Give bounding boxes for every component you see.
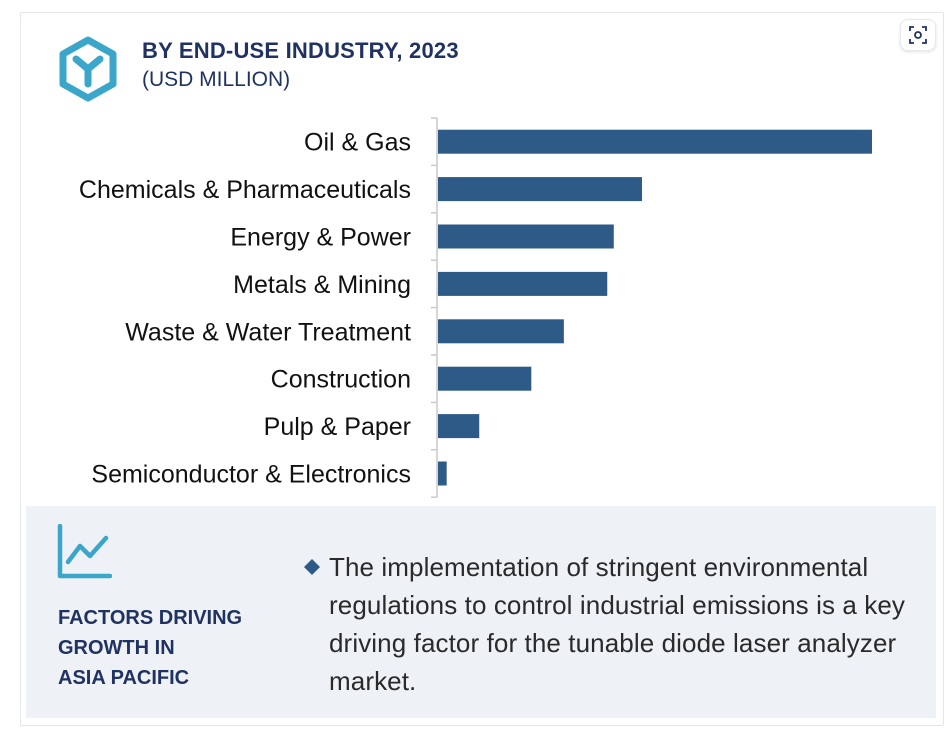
category-label-construction: Construction bbox=[271, 366, 411, 394]
category-label-waste-and-water-treatment: Waste & Water Treatment bbox=[125, 318, 411, 346]
factors-heading: FACTORS DRIVING GROWTH IN ASIA PACIFIC bbox=[58, 607, 243, 689]
chart-title: BY END-USE INDUSTRY, 2023 bbox=[142, 38, 459, 63]
focus-frame-icon bbox=[909, 26, 927, 44]
factors-description: The implementation of stringent environm… bbox=[329, 552, 906, 696]
bar-semiconductor-and-electronics bbox=[438, 461, 447, 486]
bar-chart: Oil & Gas Chemicals & Pharmaceuticals Ener… bbox=[79, 117, 872, 498]
category-label-pulp-and-paper: Pulp & Paper bbox=[264, 413, 411, 441]
chart-subtitle: (USD MILLION) bbox=[142, 68, 291, 91]
hexagon-y-logo-icon bbox=[59, 36, 117, 102]
bar-pulp-and-paper bbox=[438, 414, 480, 439]
bar-waste-and-water-treatment bbox=[438, 319, 564, 344]
bar-chemicals-and-pharmaceuticals bbox=[438, 177, 642, 202]
diamond-bullet-icon bbox=[304, 559, 320, 575]
category-label-semiconductor-and-electronics: Semiconductor & Electronics bbox=[91, 461, 411, 489]
bar-oil-and-gas bbox=[438, 129, 872, 154]
line-chart-icon bbox=[57, 524, 112, 579]
category-label-chemicals-and-pharmaceuticals: Chemicals & Pharmaceuticals bbox=[79, 176, 411, 204]
factors-panel bbox=[26, 506, 936, 718]
focus-button[interactable] bbox=[900, 19, 936, 51]
category-label-metals-and-mining: Metals & Mining bbox=[233, 271, 411, 299]
bar-metals-and-mining bbox=[438, 271, 608, 296]
bar-construction bbox=[438, 366, 532, 391]
category-label-oil-and-gas: Oil & Gas bbox=[304, 129, 411, 157]
bar-energy-and-power bbox=[438, 224, 614, 249]
category-label-energy-and-power: Energy & Power bbox=[230, 224, 411, 252]
